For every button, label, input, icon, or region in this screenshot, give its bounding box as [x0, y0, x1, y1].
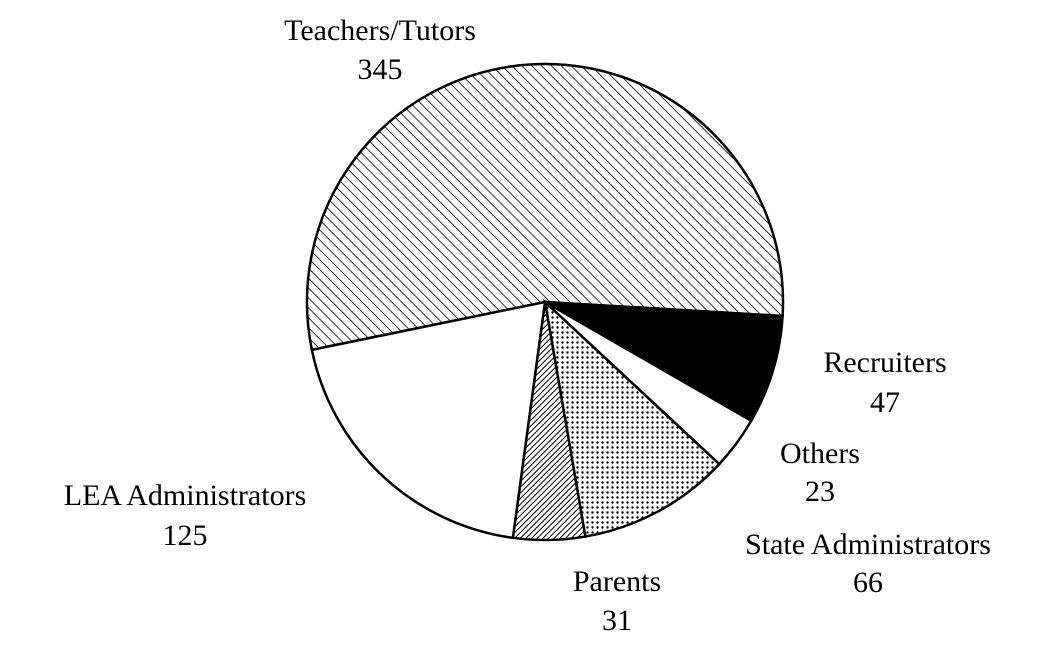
- pie-slice: [305, 62, 785, 352]
- pie-slice: [543, 298, 722, 538]
- slice-value: 47: [870, 386, 900, 419]
- slice-value: 31: [602, 604, 632, 637]
- slice-label: LEA Administrators: [64, 479, 307, 512]
- slice-label: Parents: [573, 565, 661, 598]
- slice-label: Others: [780, 437, 860, 470]
- slice-label: State Administrators: [745, 528, 991, 561]
- slice-label: Teachers/Tutors: [284, 14, 476, 47]
- slice-value: 345: [358, 53, 403, 86]
- slice-value: 125: [163, 519, 208, 552]
- slice-value: 23: [805, 475, 835, 508]
- slice-value: 66: [853, 566, 883, 599]
- pie-slice: [310, 300, 547, 540]
- pie-slice: [544, 300, 784, 423]
- slice-label: Recruiters: [823, 346, 946, 379]
